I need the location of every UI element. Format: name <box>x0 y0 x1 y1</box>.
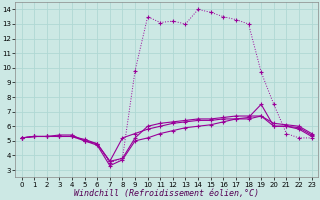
X-axis label: Windchill (Refroidissement éolien,°C): Windchill (Refroidissement éolien,°C) <box>74 189 259 198</box>
